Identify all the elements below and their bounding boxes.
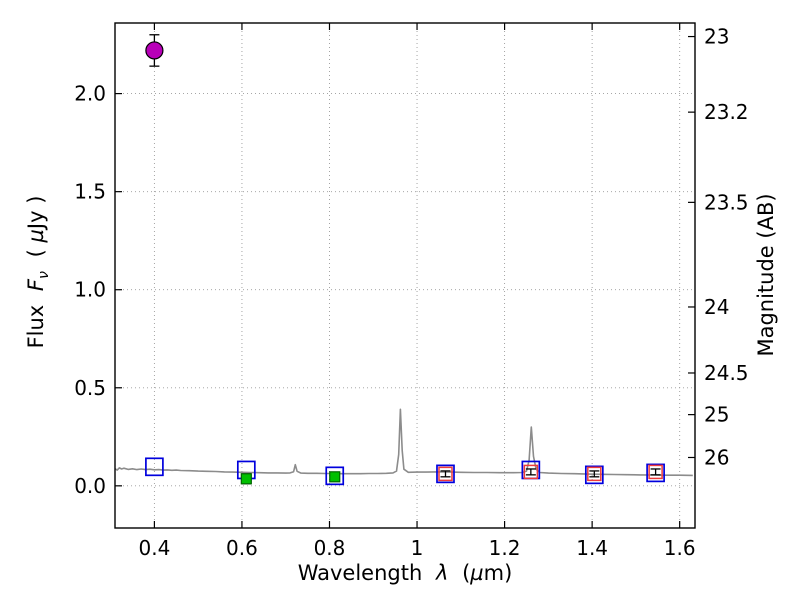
y-left-units-open: ( — [23, 249, 48, 258]
x-axis-label: Wavelength λ (µm) — [298, 561, 513, 585]
marker-square-model-photometry-blue-squares — [145, 457, 164, 477]
x-units-close: m) — [483, 561, 513, 585]
x-tick-label: 1.4 — [576, 536, 608, 560]
y-tick-label-left: 1.0 — [74, 278, 106, 302]
y-axis-label-right: Magnitude (AB) — [754, 193, 778, 357]
marker-square-observed-nir-red-squares — [587, 466, 602, 482]
y-tick-label-left: 0.5 — [74, 376, 106, 400]
y-left-symbol: F — [23, 278, 48, 292]
marker-square-observed-nir-red-squares — [438, 466, 453, 482]
y-tick-label-left: 0.0 — [74, 474, 106, 498]
marker-square-observed-nir-red-squares — [648, 464, 663, 480]
x-tick-label: 0.8 — [314, 536, 346, 560]
y-tick-label-left: 2.0 — [74, 82, 106, 106]
y-left-units: ( µJy ) — [24, 196, 48, 258]
marker-square-model-photometry-blue-squares — [584, 465, 604, 485]
y-tick-label-left: 1.5 — [74, 180, 106, 204]
marker-square-model-photometry-blue-squares — [436, 464, 455, 484]
axes-frame — [114, 22, 696, 529]
y-tick-label-right: 23.5 — [704, 190, 749, 214]
x-tick-label: 0.4 — [138, 536, 170, 560]
y-left-units-mu: µ — [23, 229, 48, 243]
marker-square-model-photometry-blue-squares — [646, 463, 665, 483]
marker-circle-u-band-detection-magenta-circle — [145, 41, 164, 60]
y-tick-label-right: 24.5 — [704, 361, 749, 385]
y-axis-label-left: Flux Fν ( µJy ) — [24, 196, 52, 349]
y-tick-label-right: 24 — [704, 295, 729, 319]
y-left-units-close: Jy ) — [23, 195, 48, 230]
x-axis-label-word: Wavelength — [297, 561, 423, 585]
marker-square-observed-nir-red-squares — [523, 464, 539, 480]
y-left-subscript: ν — [36, 271, 53, 279]
y-left-word: Flux — [23, 304, 48, 349]
y-tick-label-right: 26 — [704, 445, 729, 469]
x-tick-label: 1 — [411, 536, 424, 560]
x-tick-label: 1.6 — [664, 536, 696, 560]
x-units-mu: µ — [470, 561, 484, 585]
plot-background — [115, 23, 695, 528]
marker-square-observed-optical-green-squares — [329, 471, 341, 483]
y-tick-label-right: 23 — [704, 25, 729, 49]
x-tick-label: 1.2 — [489, 536, 521, 560]
y-tick-label-right: 25 — [704, 403, 729, 427]
y-tick-label-right: 23.2 — [704, 100, 749, 124]
x-axis-label-symbol: λ — [435, 561, 449, 585]
x-tick-label: 0.6 — [226, 536, 258, 560]
x-axis-label-units: (µm) — [462, 561, 512, 585]
x-units-open: ( — [462, 561, 471, 585]
marker-square-observed-optical-green-squares — [240, 473, 252, 485]
marker-square-model-photometry-blue-squares — [325, 466, 345, 486]
